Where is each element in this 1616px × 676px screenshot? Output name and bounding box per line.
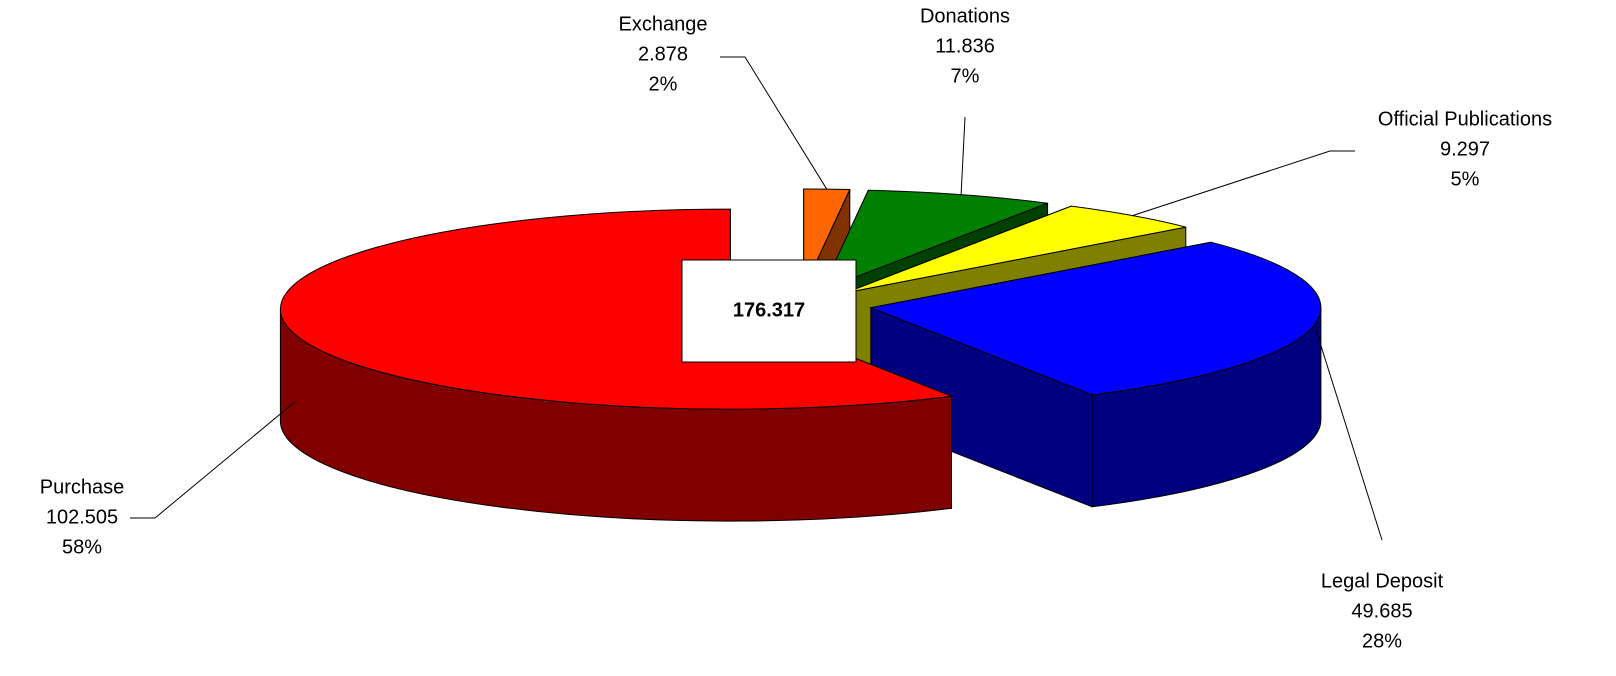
total-box [681,259,857,363]
percent-label: 58% [62,536,102,558]
category-label: Purchase [40,476,125,498]
slice [869,241,1322,508]
slice-top [845,205,1186,294]
category-label: Legal Deposit [1321,570,1444,592]
labels: Exchange 2.878 2% Donations 11.836 7% Official… [40,5,1552,652]
percent-label: 7% [951,65,980,87]
category-label: Donations [920,5,1010,27]
value-label: 2.878 [638,43,688,65]
category-label: Official Publications [1378,108,1552,130]
percent-label: 28% [1362,630,1402,652]
leader-line [130,401,296,519]
total-label: 176.317 [733,299,805,321]
value-label: 49.685 [1351,600,1412,622]
percent-label: 5% [1451,168,1480,190]
leader-line [960,116,966,195]
category-label: Exchange [619,13,708,35]
slice-top [869,241,1322,396]
leader-line [720,56,828,190]
leader-line [1132,150,1355,217]
value-label: 102.505 [46,506,118,528]
value-label: 9.297 [1440,138,1490,160]
value-label: 11.836 [935,35,995,57]
percent-label: 2% [649,73,678,95]
leader-line [1313,324,1383,541]
